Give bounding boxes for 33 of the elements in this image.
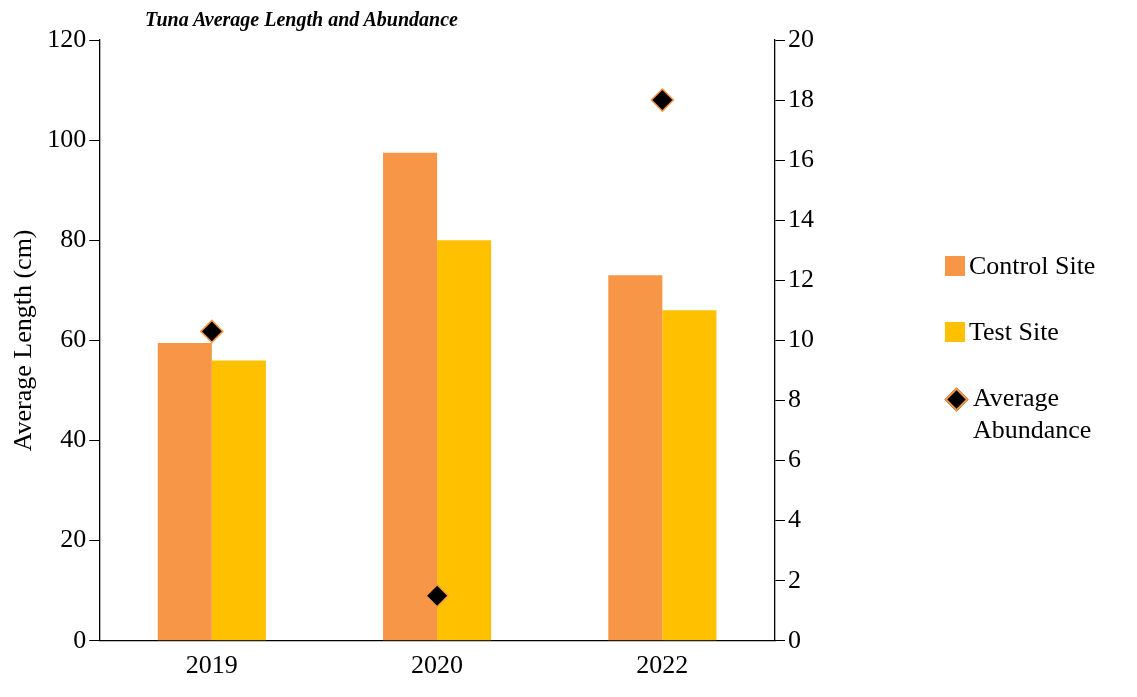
x-tick-label: 2020 — [411, 650, 464, 680]
y2-tick-label: 0 — [788, 624, 801, 654]
y2-tick-label: 18 — [788, 83, 814, 113]
chart-title: Tuna Average Length and Abundance — [145, 8, 458, 31]
y-tick-label: 100 — [47, 123, 87, 153]
bar — [608, 275, 663, 641]
y2-tick-label: 6 — [788, 444, 801, 474]
y-tick-label: 120 — [47, 23, 87, 53]
bar — [211, 360, 266, 641]
y-tick-label: 80 — [60, 224, 87, 254]
y-axis-title: Average Length (cm) — [8, 229, 38, 452]
bar — [437, 240, 492, 641]
y2-tick-label: 10 — [788, 324, 814, 354]
legend-label: Control Site — [969, 250, 1096, 282]
point — [200, 319, 224, 344]
y2-tick-label: 14 — [788, 204, 814, 234]
y2-tick-label: 12 — [788, 264, 814, 294]
point — [650, 88, 675, 112]
y2-tick-label: 8 — [788, 384, 801, 414]
point — [425, 583, 449, 608]
y-tick-label: 20 — [60, 524, 87, 554]
legend-label: Test Site — [969, 316, 1059, 348]
y2-tick-label: 16 — [788, 143, 814, 173]
x-tick-label: 2022 — [636, 650, 689, 680]
y2-tick-label: 4 — [788, 504, 801, 534]
y2-tick-label: 2 — [788, 564, 801, 594]
x-tick-label: 2019 — [185, 650, 238, 680]
bar — [662, 310, 717, 641]
y-tick-label: 60 — [60, 324, 87, 354]
y2-tick-label: 20 — [788, 23, 814, 53]
y-tick-label: 0 — [73, 624, 87, 654]
legend-label: Average Abundance — [973, 382, 1093, 446]
y-tick-label: 40 — [60, 424, 87, 454]
